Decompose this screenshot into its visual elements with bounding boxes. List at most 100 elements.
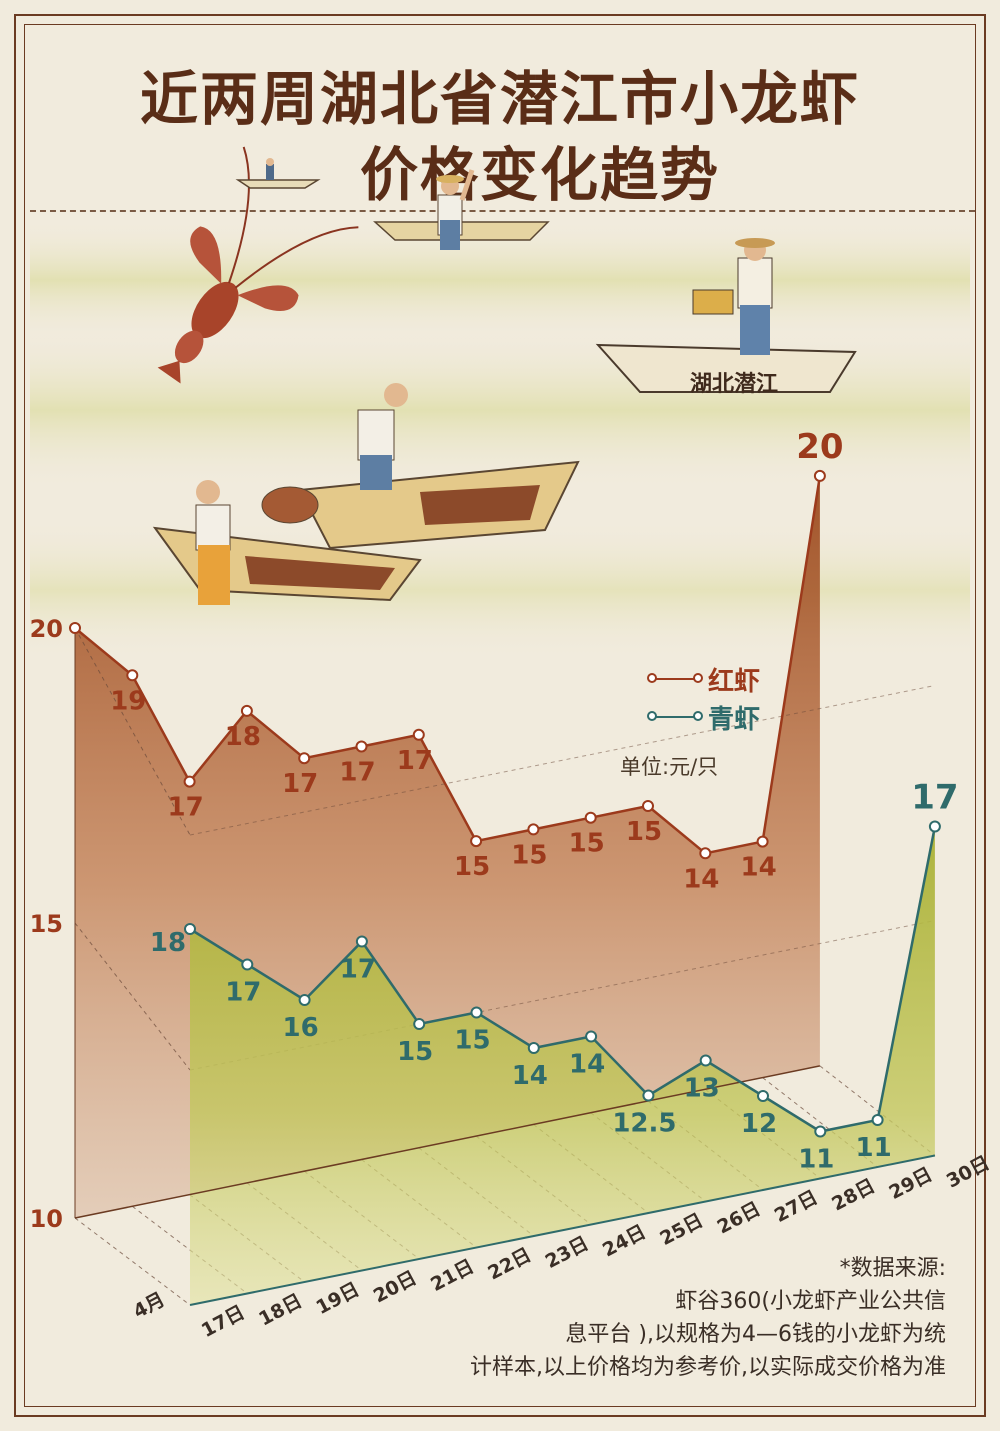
green-data-label: 17 xyxy=(340,955,376,985)
green-data-label: 11 xyxy=(798,1145,834,1175)
red-data-point xyxy=(756,835,769,848)
green-data-point xyxy=(699,1054,712,1067)
labelled-boat-icon xyxy=(595,238,857,393)
legend-green-dot xyxy=(647,711,657,721)
unit-label: 单位:元/只 xyxy=(620,755,719,779)
x-tick-label: 18日 xyxy=(255,1290,305,1331)
value-gridline xyxy=(189,920,935,1071)
chart-axes xyxy=(74,628,936,1306)
legend-green-line xyxy=(652,716,698,718)
green-data-point xyxy=(814,1125,827,1138)
green-shrimp-series xyxy=(184,820,941,1138)
green-data-point xyxy=(241,958,254,971)
depth-gridline xyxy=(74,1217,191,1306)
value-gridline xyxy=(189,685,935,836)
red-data-label: 14 xyxy=(741,853,777,883)
red-data-point xyxy=(699,847,712,860)
boat-label: 湖北潜江 xyxy=(690,372,779,397)
green-area-fill xyxy=(190,826,935,1305)
green-data-point xyxy=(355,935,368,948)
page-title-line-1: 近两周湖北省潜江市小龙虾 xyxy=(139,65,860,133)
red-data-point xyxy=(584,811,597,824)
green-data-label: 17 xyxy=(911,778,958,818)
red-data-point xyxy=(412,728,425,741)
green-data-point xyxy=(470,1006,483,1019)
red-baseline xyxy=(74,1065,821,1219)
x-tick-label: 25日 xyxy=(656,1209,706,1250)
green-data-label: 14 xyxy=(512,1061,548,1091)
red-data-label: 15 xyxy=(626,817,662,847)
source-note: *数据来源: 虾谷360(小龙虾产业公共信 息平台 ),以规格为4—6钱的小龙虾… xyxy=(346,1252,946,1384)
x-tick-label: 29日 xyxy=(886,1163,936,1204)
red-data-label: 19 xyxy=(110,686,146,716)
red-data-point xyxy=(126,669,139,682)
green-data-point xyxy=(527,1042,540,1054)
legend-green-label: 青虾 xyxy=(708,705,761,735)
green-series-line xyxy=(189,826,937,1133)
red-series-line xyxy=(74,475,822,855)
boat-waving-person-icon xyxy=(373,169,550,250)
red-data-label: 20 xyxy=(796,427,843,467)
source-line: 计样本,以上价格均为参考价,以实际成交价格为准 xyxy=(470,1355,946,1380)
source-line: *数据来源: xyxy=(839,1256,946,1281)
green-data-point xyxy=(642,1089,655,1102)
red-data-label: 15 xyxy=(454,852,490,882)
red-data-label: 14 xyxy=(683,864,719,894)
x-tick-label: 17日 xyxy=(198,1301,248,1342)
red-data-label: 17 xyxy=(168,793,204,823)
x-tick-label: 27日 xyxy=(771,1186,821,1227)
red-data-label: 18 xyxy=(225,722,261,752)
green-data-label: 12.5 xyxy=(612,1109,676,1139)
x-axis-line xyxy=(189,1154,936,1306)
legend-green-dot-end xyxy=(693,711,703,721)
red-data-label: 17 xyxy=(397,746,433,776)
y-tick-label: 20 xyxy=(30,615,63,643)
green-data-label: 18 xyxy=(150,928,186,958)
outer-frame xyxy=(14,14,986,1417)
red-data-point xyxy=(527,823,540,836)
green-data-label: 15 xyxy=(454,1026,490,1056)
distant-boat-icon xyxy=(235,158,321,189)
green-data-label: 16 xyxy=(283,1013,319,1043)
legend-red-line xyxy=(652,678,698,680)
red-data-label: 15 xyxy=(569,829,605,859)
green-data-point xyxy=(757,1090,769,1102)
green-data-point xyxy=(928,820,941,833)
x-tick-label: 30日 xyxy=(943,1152,993,1193)
green-data-label: 17 xyxy=(225,978,261,1008)
legend-red-label: 红虾 xyxy=(708,667,761,697)
green-shrimp-area xyxy=(190,826,935,1305)
value-gridline xyxy=(74,922,191,1071)
source-line: 虾谷360(小龙虾产业公共信 xyxy=(675,1289,946,1314)
red-data-point xyxy=(69,622,81,634)
month-label: 4月 xyxy=(130,1288,169,1323)
inner-frame xyxy=(24,24,976,1407)
red-data-label: 17 xyxy=(339,758,375,788)
red-shrimp-series xyxy=(69,469,826,860)
red-data-point xyxy=(183,775,196,788)
red-data-point xyxy=(642,800,654,812)
red-data-point xyxy=(355,740,368,753)
legend-red-dot xyxy=(647,673,657,683)
title-divider xyxy=(30,210,975,212)
green-data-label: 11 xyxy=(856,1133,892,1163)
source-line: 息平台 ),以规格为4—6钱的小龙虾为统 xyxy=(565,1322,946,1347)
main-boats-icon xyxy=(152,383,580,605)
red-data-label: 15 xyxy=(511,840,547,870)
crayfish-icon xyxy=(157,146,359,384)
y-tick-label: 10 xyxy=(30,1205,63,1233)
legend-red-dot-end xyxy=(693,673,703,683)
red-data-point xyxy=(813,469,826,482)
y-tick-label: 15 xyxy=(30,910,63,938)
green-data-point xyxy=(585,1030,598,1043)
green-data-point xyxy=(184,923,196,935)
red-data-point xyxy=(298,752,311,765)
x-tick-label: 26日 xyxy=(714,1198,764,1239)
green-data-point xyxy=(871,1114,884,1126)
green-data-label: 15 xyxy=(397,1037,433,1067)
green-data-point xyxy=(413,1018,426,1030)
red-data-label: 17 xyxy=(282,769,318,799)
green-data-label: 12 xyxy=(741,1109,777,1139)
page-title-line-2: 价格变化趋势 xyxy=(359,141,720,209)
green-data-label: 14 xyxy=(569,1050,605,1080)
